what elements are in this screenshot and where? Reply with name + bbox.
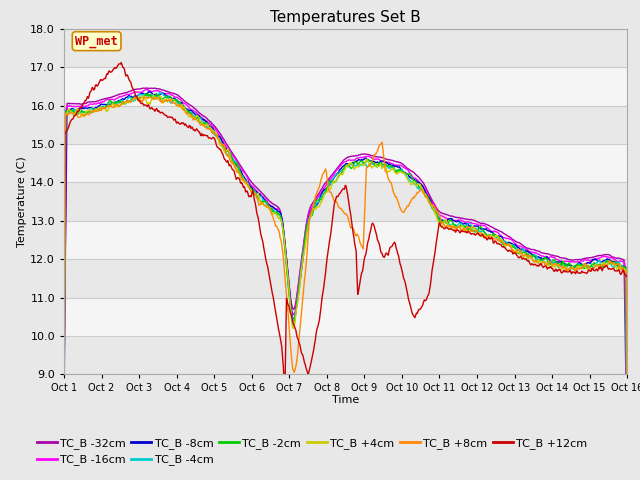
- TC_B -8cm: [145, 88, 153, 94]
- TC_B -4cm: [70, 106, 78, 112]
- TC_B +12cm: [186, 123, 194, 129]
- TC_B -4cm: [128, 97, 136, 103]
- TC_B -2cm: [128, 96, 136, 102]
- TC_B -32cm: [60, 374, 68, 380]
- TC_B -16cm: [186, 106, 194, 111]
- Title: Temperatures Set B: Temperatures Set B: [270, 10, 421, 25]
- TC_B -4cm: [623, 446, 631, 452]
- TC_B +8cm: [70, 111, 78, 117]
- TC_B +8cm: [128, 97, 136, 103]
- TC_B +4cm: [128, 97, 136, 103]
- TC_B -2cm: [186, 110, 194, 116]
- TC_B -2cm: [60, 354, 68, 360]
- TC_B -8cm: [415, 180, 422, 186]
- TC_B -4cm: [60, 351, 68, 357]
- TC_B -32cm: [70, 101, 78, 107]
- TC_B -4cm: [186, 110, 194, 116]
- TC_B +12cm: [623, 272, 631, 278]
- TC_B -4cm: [216, 137, 224, 143]
- Bar: [64, 182, 627, 221]
- TC_B +12cm: [70, 113, 78, 119]
- TC_B -16cm: [415, 179, 422, 184]
- TC_B +4cm: [186, 113, 194, 119]
- TC_B +12cm: [117, 60, 125, 65]
- TC_B +12cm: [431, 248, 439, 253]
- TC_B +4cm: [150, 92, 157, 98]
- Bar: [64, 106, 627, 144]
- TC_B -2cm: [152, 91, 160, 96]
- TC_B -2cm: [623, 447, 631, 453]
- TC_B -2cm: [431, 209, 439, 215]
- TC_B -2cm: [415, 184, 422, 190]
- Line: TC_B +12cm: TC_B +12cm: [64, 62, 627, 428]
- Bar: [64, 67, 627, 106]
- Line: TC_B -8cm: TC_B -8cm: [64, 91, 627, 419]
- TC_B +4cm: [431, 212, 439, 217]
- Line: TC_B -2cm: TC_B -2cm: [64, 94, 627, 450]
- Line: TC_B -16cm: TC_B -16cm: [64, 89, 627, 460]
- TC_B -4cm: [431, 208, 439, 214]
- TC_B +12cm: [129, 86, 137, 92]
- Bar: [64, 336, 627, 374]
- TC_B -4cm: [156, 90, 163, 96]
- Bar: [64, 221, 627, 259]
- TC_B -16cm: [128, 90, 136, 96]
- TC_B -16cm: [143, 86, 150, 92]
- Line: TC_B +4cm: TC_B +4cm: [64, 95, 627, 414]
- Line: TC_B -4cm: TC_B -4cm: [64, 93, 627, 449]
- TC_B +12cm: [415, 307, 422, 312]
- Y-axis label: Temperature (C): Temperature (C): [17, 156, 28, 247]
- Legend: TC_B -32cm, TC_B -16cm, TC_B -8cm, TC_B -4cm, TC_B -2cm, TC_B +4cm, TC_B +8cm, T: TC_B -32cm, TC_B -16cm, TC_B -8cm, TC_B …: [32, 433, 591, 470]
- Text: WP_met: WP_met: [76, 35, 118, 48]
- TC_B +8cm: [431, 205, 439, 211]
- TC_B -4cm: [415, 186, 422, 192]
- TC_B +8cm: [623, 381, 631, 386]
- TC_B -8cm: [623, 416, 631, 421]
- TC_B -16cm: [216, 133, 224, 139]
- TC_B +4cm: [216, 142, 224, 148]
- TC_B -16cm: [431, 204, 439, 210]
- TC_B -16cm: [70, 103, 78, 109]
- TC_B -16cm: [60, 367, 68, 373]
- TC_B -32cm: [143, 85, 150, 91]
- TC_B +4cm: [623, 381, 631, 387]
- TC_B -8cm: [70, 108, 78, 113]
- TC_B -8cm: [216, 134, 224, 140]
- TC_B +8cm: [140, 94, 148, 100]
- TC_B -32cm: [623, 462, 631, 468]
- Bar: [64, 259, 627, 298]
- X-axis label: Time: Time: [332, 395, 359, 405]
- TC_B +8cm: [60, 414, 68, 420]
- TC_B -8cm: [60, 412, 68, 418]
- Line: TC_B +8cm: TC_B +8cm: [64, 97, 627, 417]
- TC_B +8cm: [415, 189, 422, 195]
- TC_B -32cm: [415, 174, 422, 180]
- TC_B -8cm: [431, 210, 439, 216]
- TC_B -2cm: [216, 141, 224, 147]
- TC_B -32cm: [431, 203, 439, 209]
- TC_B +4cm: [70, 112, 78, 118]
- TC_B +12cm: [60, 425, 68, 431]
- TC_B -2cm: [70, 110, 78, 116]
- TC_B +4cm: [60, 411, 68, 417]
- TC_B -32cm: [128, 87, 136, 93]
- TC_B -32cm: [186, 102, 194, 108]
- TC_B +8cm: [216, 139, 224, 145]
- Bar: [64, 298, 627, 336]
- TC_B -32cm: [216, 131, 224, 136]
- Line: TC_B -32cm: TC_B -32cm: [64, 88, 627, 465]
- TC_B -8cm: [186, 108, 194, 113]
- TC_B +4cm: [415, 181, 422, 187]
- Bar: [64, 29, 627, 67]
- TC_B -16cm: [623, 457, 631, 463]
- Bar: [64, 144, 627, 182]
- TC_B -8cm: [128, 95, 136, 100]
- TC_B +12cm: [216, 147, 224, 153]
- TC_B +8cm: [186, 111, 194, 117]
